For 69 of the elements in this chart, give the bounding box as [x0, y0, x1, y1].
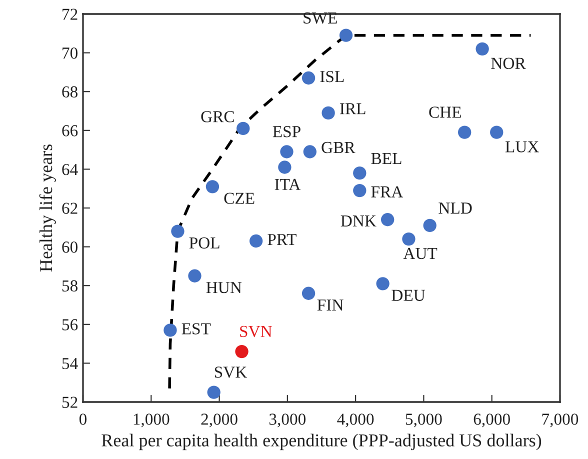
point [188, 269, 202, 282]
y-tick-label: 68 [62, 86, 78, 98]
x-tick-label: 4,000 [337, 414, 374, 428]
annotation: ISL [320, 70, 344, 82]
annotation: GBR [322, 142, 356, 154]
y-tick-label: 66 [62, 125, 78, 136]
point [339, 28, 353, 42]
y-tick-label: 72 [62, 8, 78, 20]
annotation: FRA [371, 186, 404, 198]
x-tick-label: 3,000 [269, 414, 306, 428]
point [458, 126, 472, 139]
annotation: POL [189, 237, 220, 249]
point [302, 71, 316, 85]
annotation: BEL [371, 153, 402, 164]
annotation: PRT [268, 234, 296, 245]
y-axis-title: Healthy life years [39, 144, 56, 272]
point [249, 234, 263, 248]
x-tick-label: 6,000 [474, 414, 510, 428]
annotation: SVN [240, 326, 272, 338]
y-tick-label: 52 [62, 396, 78, 408]
point [381, 213, 394, 226]
annotation: ESP [272, 126, 300, 138]
y-tick-label: 56 [62, 319, 78, 330]
point [353, 184, 366, 198]
point [236, 122, 250, 136]
x-tick-label: 0 [79, 414, 87, 425]
annotation: SVK [214, 366, 248, 378]
annotation: DNK [340, 216, 376, 226]
point [235, 344, 248, 358]
annotation: EST [182, 323, 211, 334]
x-tick-label: 5,000 [406, 414, 442, 428]
point [278, 160, 292, 174]
y-tick-label: 64 [62, 164, 78, 176]
x-tick-label: 2,000 [201, 414, 238, 428]
annotation: AUT [403, 248, 438, 260]
annotation: SWE [304, 12, 337, 24]
point [280, 145, 294, 158]
annotation: IRL [340, 103, 366, 114]
point [353, 166, 366, 180]
x-tick-label: 7,000 [542, 414, 578, 428]
annotation: HUN [206, 282, 242, 294]
point [402, 232, 416, 246]
y-tick-label: 54 [62, 358, 78, 370]
y-tick-label: 62 [62, 202, 78, 214]
point [322, 106, 335, 120]
annotation: CHE [429, 106, 461, 118]
annotation: CZE [224, 192, 254, 204]
y-tick-label: 58 [62, 280, 78, 292]
y-tick-label: 70 [62, 48, 78, 59]
point [476, 42, 489, 56]
annotation: NLD [438, 202, 472, 214]
point [423, 218, 436, 232]
annotation: DEU [392, 290, 426, 301]
annotation: FIN [317, 300, 344, 310]
point [171, 224, 184, 238]
annotation: NOR [491, 58, 526, 69]
point [164, 324, 177, 337]
x-axis-title: Real per capita health expenditure (PPP-adjusted US dollars) [102, 434, 542, 450]
point [302, 286, 316, 300]
y-tick-label: 60 [62, 242, 78, 253]
point [207, 386, 220, 399]
point [206, 180, 220, 194]
x-tick-label: 1,000 [134, 414, 170, 428]
point [376, 277, 390, 290]
point [490, 126, 504, 139]
annotation: LUX [505, 141, 539, 152]
annotation: ITA [274, 178, 301, 190]
annotation: GRC [201, 111, 234, 122]
point [303, 145, 317, 158]
